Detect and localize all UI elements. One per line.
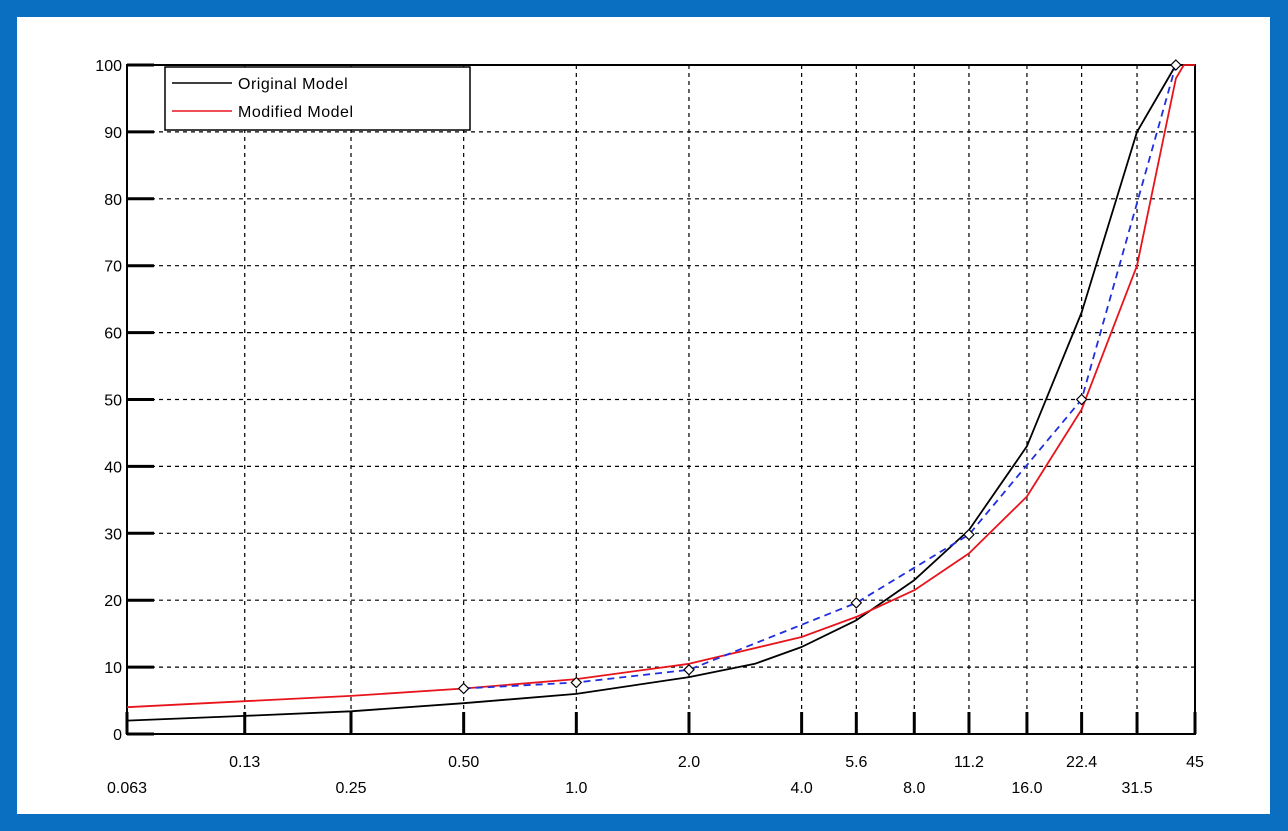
legend-label-modified: Modified Model (238, 104, 354, 121)
series-marker (1075, 393, 1088, 406)
x-tick-label: 31.5 (1121, 780, 1152, 797)
x-tick-label: 2.0 (678, 754, 700, 771)
y-tick-label: 100 (95, 58, 122, 75)
y-tick-label: 0 (113, 727, 122, 744)
y-tick-label: 50 (104, 393, 122, 410)
x-tick-label: 0.50 (448, 754, 479, 771)
grid (127, 65, 1195, 734)
series-marker (683, 663, 695, 676)
legend: Original Model Modified Model (164, 66, 471, 131)
x-tick-label: 5.6 (845, 754, 867, 771)
x-tick-label: 22.4 (1066, 754, 1097, 771)
y-tick-label: 70 (104, 259, 122, 276)
series-line-2 (126, 64, 1195, 709)
series-marker (1170, 59, 1182, 71)
x-tick-label: 11.2 (954, 754, 984, 771)
series-marker (570, 676, 583, 689)
y-tick-label: 60 (104, 326, 122, 343)
x-tick-label: 1.0 (565, 780, 587, 797)
x-tick-label: 45 (1186, 754, 1204, 771)
y-tick-label: 90 (104, 125, 122, 142)
y-tick-label: 10 (104, 660, 122, 677)
x-tick-label: 0.25 (335, 780, 366, 797)
series-marker (963, 528, 975, 541)
y-tick-label: 30 (104, 526, 122, 543)
x-tick-label: 8.0 (903, 780, 925, 797)
x-tick-label: 0.13 (229, 754, 260, 771)
series (126, 59, 1195, 722)
axes: 0 10 20 30 40 50 60 70 80 90 100 0.13 0.50 2.0 5.6 11.2… (95, 58, 1204, 797)
y-tick-label: 20 (104, 593, 122, 610)
series-line-1 (126, 64, 1195, 722)
x-tick-label: 16.0 (1011, 780, 1042, 797)
series-marker (457, 682, 470, 695)
y-tick-label: 40 (104, 459, 122, 476)
series-marker (850, 597, 863, 609)
x-tick-label: 4.0 (791, 780, 813, 797)
legend-label-original: Original Model (238, 76, 348, 93)
x-tick-label: 0.063 (107, 780, 147, 797)
y-tick-label: 80 (104, 192, 122, 209)
legend-box (164, 66, 471, 131)
